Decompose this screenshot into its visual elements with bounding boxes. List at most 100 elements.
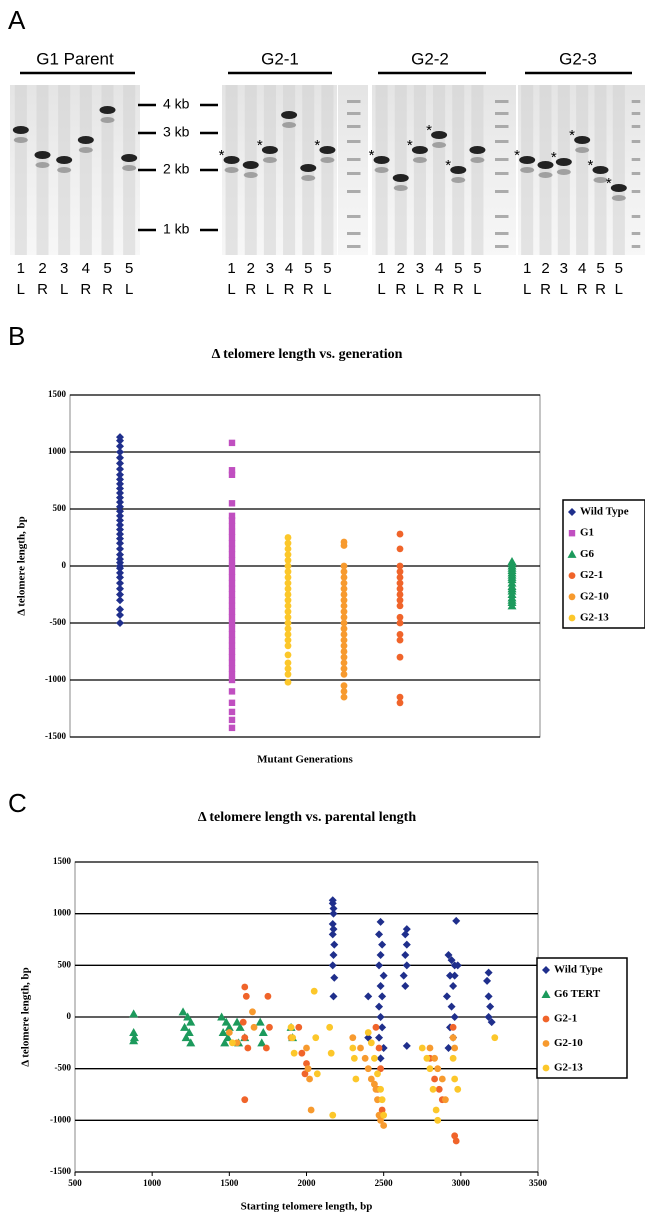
point [367, 1039, 375, 1047]
panel-letter: B [8, 321, 25, 351]
panel-letter: C [8, 788, 27, 818]
asterisk: * [407, 137, 413, 154]
point [328, 899, 337, 908]
point [116, 573, 124, 582]
y-tick-label: 1500 [48, 389, 67, 399]
point [444, 951, 453, 959]
gel-band [77, 136, 94, 144]
x-tick-label: 1500 [220, 1178, 239, 1188]
gel-smear [244, 85, 257, 255]
point [284, 574, 292, 581]
gel-band [592, 166, 609, 174]
gel-band [57, 167, 72, 173]
point [284, 534, 292, 541]
point [447, 1002, 456, 1011]
point [186, 1038, 196, 1047]
point [340, 693, 348, 701]
point [396, 591, 404, 598]
point [376, 951, 385, 959]
gel-smear [14, 85, 27, 255]
lane-side: L [227, 281, 235, 298]
lane-number: 3 [266, 260, 274, 277]
point [228, 574, 236, 581]
point [116, 520, 124, 529]
lane-number: 1 [227, 260, 235, 277]
gel-smear [263, 85, 276, 255]
point [223, 1033, 233, 1042]
gel-band [470, 157, 485, 163]
point [340, 670, 348, 678]
point [266, 1023, 273, 1031]
point [340, 648, 348, 655]
point [228, 551, 236, 558]
point [396, 545, 404, 553]
point [310, 987, 318, 995]
point [307, 1106, 315, 1114]
point [228, 671, 236, 678]
point [228, 631, 236, 638]
legend-label: G1 [580, 527, 594, 539]
gel-marker-band [347, 245, 361, 248]
lane-side: L [17, 281, 25, 298]
point [396, 653, 404, 661]
gel-band [593, 177, 608, 183]
point [116, 459, 124, 468]
gel-smear [612, 85, 625, 255]
gel-marker-band [347, 100, 361, 103]
point [284, 659, 292, 667]
gel-marker-band [631, 125, 641, 128]
point [184, 1028, 194, 1036]
y-tick-label: -1500 [45, 731, 66, 741]
lane-number: 5 [103, 260, 111, 277]
gel-band [243, 172, 258, 178]
point [116, 596, 124, 605]
point [284, 568, 292, 576]
gel-marker-band [495, 215, 509, 218]
point [289, 1034, 297, 1042]
point [451, 1044, 459, 1052]
point [434, 1116, 442, 1124]
point [217, 1012, 227, 1021]
gel-smear [79, 85, 92, 255]
point [402, 961, 411, 970]
point [340, 619, 348, 627]
lane-number: 5 [473, 260, 481, 277]
point [228, 467, 236, 474]
point [328, 920, 337, 928]
point [228, 568, 236, 575]
point [284, 556, 292, 564]
gel-band [610, 184, 627, 192]
y-axis-label: Δ telomere length, bp [16, 516, 28, 616]
point [442, 1096, 449, 1104]
point [228, 699, 236, 706]
gel-marker-band [495, 172, 509, 175]
gel-marker-band [347, 112, 361, 115]
point [396, 699, 404, 707]
point [340, 642, 348, 650]
point [287, 1023, 295, 1031]
point [378, 1096, 386, 1104]
point [329, 992, 338, 1001]
lane-number: 4 [435, 260, 443, 277]
point [453, 961, 462, 970]
point [371, 1080, 378, 1088]
lane-side: R [434, 281, 445, 298]
point [116, 442, 124, 451]
point [116, 534, 124, 543]
legend-label: G6 TERT [554, 988, 601, 1000]
point [312, 1034, 320, 1042]
y-tick-label: 500 [58, 959, 72, 969]
size-label: 2 kb [163, 161, 190, 177]
point [340, 688, 348, 695]
point [116, 475, 124, 484]
point [181, 1033, 191, 1042]
gel-marker-band [495, 100, 509, 103]
gel-marker-band [347, 232, 361, 235]
point [451, 1132, 459, 1140]
point [116, 502, 124, 511]
size-label: 4 kb [163, 96, 190, 112]
asterisk: * [219, 147, 225, 164]
point [116, 465, 124, 474]
point [376, 917, 385, 926]
